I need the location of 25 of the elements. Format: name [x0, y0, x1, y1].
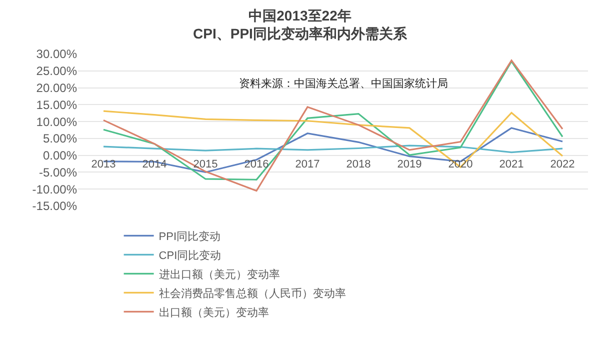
x-tick-label: 2018: [346, 158, 371, 170]
y-tick-label: 30.00%: [36, 47, 78, 62]
x-tick-label: 2017: [295, 158, 320, 170]
legend-label: CPI同比变动: [158, 248, 222, 262]
y-tick-label: 25.00%: [36, 64, 78, 78]
y-tick-label: 15.00%: [36, 98, 78, 112]
x-tick-label: 2013: [91, 158, 116, 170]
x-tick-label: 2019: [397, 158, 422, 170]
x-tick-label: 2022: [550, 158, 575, 170]
legend-label: 社会消费品零售总额（人民币）变动率: [158, 286, 346, 300]
y-tick-label: -10.00%: [32, 182, 78, 196]
y-tick-label: 20.00%: [36, 80, 78, 95]
y-tick-label: 0.00%: [42, 148, 78, 163]
line-series: [102, 144, 564, 154]
y-tick-label: 5.00%: [42, 132, 78, 146]
chart-title: 中国2013至22年 CPI、PPI同比变动率和内外需关系: [193, 7, 408, 42]
y-tick-label: -5.00%: [38, 165, 78, 180]
x-tick-label: 2021: [499, 158, 524, 170]
legend-label: 出口额（美元）变动率: [158, 306, 269, 319]
x-tick-label: 2015: [193, 158, 218, 170]
y-tick-label: -15.00%: [32, 199, 78, 214]
legend-label: PPI同比变动: [158, 230, 221, 243]
annotation: 资料来源：中国海关总署、中国国家统计局: [239, 77, 448, 90]
y-tick-label: 10.00%: [36, 114, 78, 129]
legend-label: 进出口额（美元）变动率: [158, 268, 280, 281]
